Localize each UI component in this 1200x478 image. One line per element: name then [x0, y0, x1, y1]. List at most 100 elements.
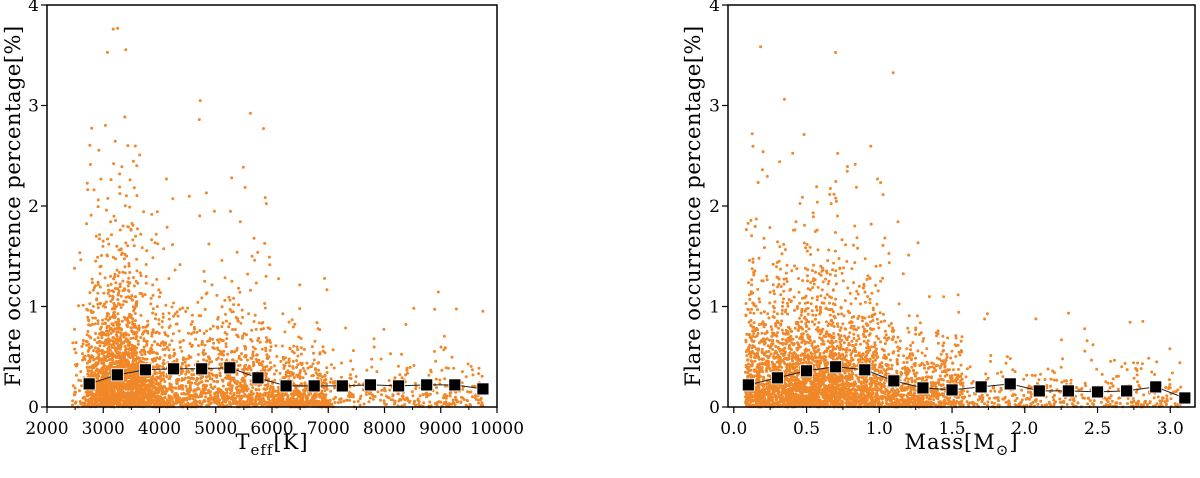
scatter-point — [131, 320, 135, 324]
scatter-point — [172, 402, 176, 406]
scatter-point — [237, 286, 240, 290]
scatter-point — [111, 336, 115, 340]
scatter-point — [122, 333, 126, 337]
scatter-point — [1126, 397, 1130, 400]
scatter-point — [265, 365, 269, 368]
scatter-point — [269, 402, 273, 406]
binned-mean-marker — [82, 377, 96, 391]
scatter-point — [157, 401, 161, 405]
scatter-point — [207, 388, 210, 392]
scatter-point — [258, 399, 262, 403]
scatter-point — [186, 306, 190, 310]
scatter-point — [105, 338, 109, 342]
scatter-point — [133, 144, 137, 148]
scatter-point — [235, 348, 239, 352]
scatter-point — [112, 394, 116, 398]
scatter-point — [81, 342, 85, 346]
scatter-point — [185, 370, 189, 374]
scatter-point — [237, 364, 240, 368]
scatter-point — [208, 357, 212, 361]
scatter-point — [188, 395, 192, 399]
scatter-point — [806, 312, 810, 316]
scatter-point — [154, 317, 157, 321]
scatter-point — [221, 378, 225, 382]
scatter-point — [454, 390, 458, 394]
scatter-point — [86, 330, 90, 333]
scatter-point — [73, 347, 77, 351]
scatter-point — [128, 374, 131, 378]
scatter-point — [246, 358, 249, 362]
scatter-point — [333, 386, 336, 390]
scatter-point — [101, 322, 105, 326]
scatter-point — [116, 26, 120, 30]
scatter-point — [752, 332, 756, 335]
scatter-point — [106, 353, 110, 357]
scatter-point — [138, 388, 142, 392]
scatter-point — [143, 395, 147, 398]
scatter-point — [174, 397, 178, 401]
scatter-point — [157, 386, 161, 390]
scatter-point — [150, 238, 154, 242]
scatter-point — [275, 354, 279, 358]
scatter-point — [262, 127, 265, 130]
scatter-point — [344, 326, 348, 330]
scatter-point — [100, 392, 104, 396]
scatter-point — [104, 300, 108, 304]
scatter-point — [129, 228, 133, 232]
scatter-point — [284, 361, 288, 365]
scatter-point — [305, 361, 309, 365]
scatter-point — [237, 354, 241, 358]
scatter-point — [235, 385, 239, 389]
scatter-point — [154, 378, 157, 382]
scatter-point — [96, 280, 100, 284]
scatter-point — [393, 401, 397, 405]
scatter-point — [206, 400, 210, 403]
scatter-point — [96, 389, 100, 393]
scatter-point — [322, 399, 326, 403]
scatter-point — [123, 339, 127, 343]
scatter-point — [73, 266, 76, 270]
scatter-point — [134, 302, 138, 306]
scatter-point — [159, 403, 162, 407]
scatter-point — [205, 403, 209, 407]
scatter-point — [107, 329, 111, 333]
scatter-point — [770, 360, 774, 364]
scatter-point — [138, 356, 142, 360]
scatter-point — [116, 312, 120, 316]
scatter-point — [809, 281, 813, 284]
scatter-point — [125, 254, 129, 258]
scatter-point — [412, 402, 416, 406]
scatter-point — [303, 382, 307, 386]
scatter-point — [292, 402, 296, 406]
scatter-point — [196, 387, 200, 391]
scatter-point — [244, 384, 248, 388]
scatter-point — [396, 364, 400, 368]
scatter-point — [263, 306, 267, 310]
scatter-point — [236, 319, 240, 323]
scatter-point — [836, 151, 840, 155]
scatter-point — [305, 403, 309, 407]
scatter-point — [163, 347, 167, 351]
scatter-point — [151, 307, 155, 311]
scatter-point — [894, 340, 898, 344]
scatter-point — [127, 344, 130, 348]
scatter-point — [301, 366, 305, 370]
scatter-point — [268, 399, 272, 403]
scatter-point — [192, 373, 196, 377]
scatter-point — [471, 395, 474, 399]
scatter-point — [138, 391, 142, 395]
scatter-point — [267, 255, 271, 259]
scatter-point — [105, 50, 109, 54]
scatter-point — [210, 360, 214, 364]
scatter-point — [133, 349, 137, 352]
scatter-point — [295, 345, 299, 349]
scatter-point — [162, 400, 166, 404]
scatter-point — [108, 342, 111, 346]
scatter-point — [74, 351, 78, 355]
scatter-point — [328, 380, 332, 384]
scatter-point — [459, 401, 463, 404]
scatter-point — [425, 391, 429, 395]
scatter-point — [756, 331, 760, 335]
scatter-point — [189, 322, 193, 326]
scatter-point — [159, 386, 163, 390]
